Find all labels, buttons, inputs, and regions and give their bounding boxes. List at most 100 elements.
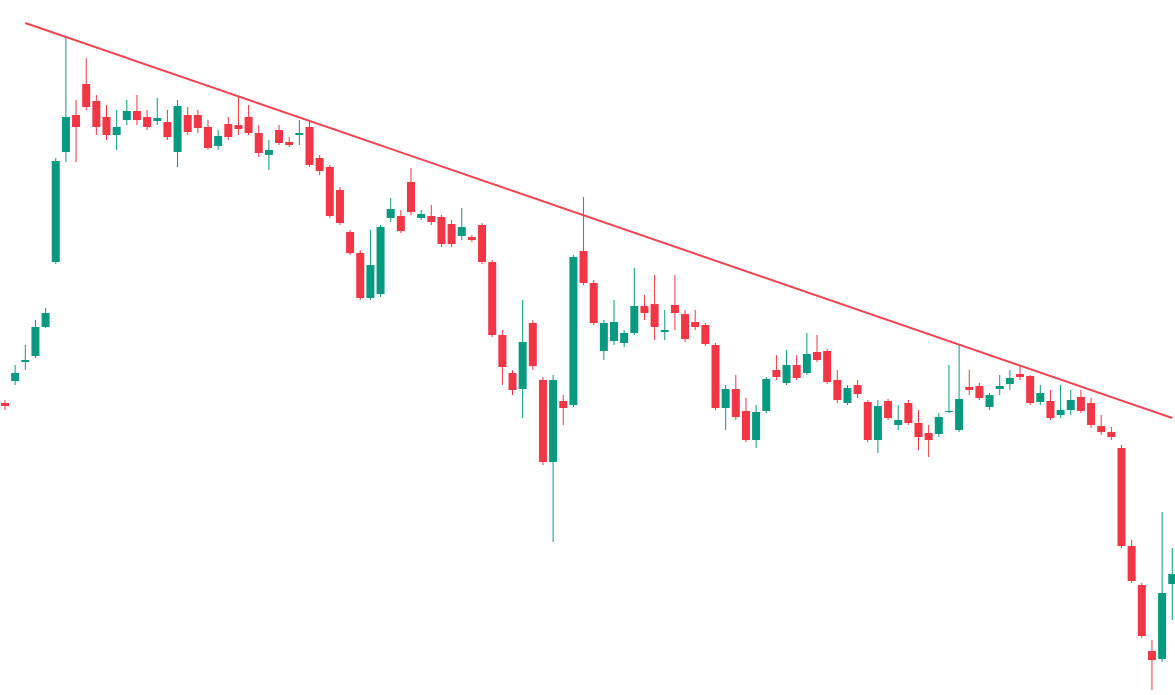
candle-body [528,323,537,366]
candle-body [1097,426,1106,432]
candle-body [813,352,821,360]
candle-body [670,305,679,313]
candle-body [498,335,507,367]
candle-body [173,106,182,152]
candle-body [132,111,141,120]
candle-body [559,401,568,408]
candle-body [701,325,710,344]
candle-body [924,433,933,440]
candle-body [224,124,233,137]
candle-body [31,327,40,356]
candle-body [1117,448,1126,546]
candle-body [163,122,172,137]
candle-body [863,402,872,440]
candle-body [1046,401,1055,418]
candle-body [853,385,862,394]
candle-body [315,158,324,171]
candle-body [1005,378,1014,384]
candle-body [752,412,761,440]
candle-body [549,380,558,462]
candle-body [417,214,426,218]
candle-body [122,111,131,120]
candle-body [478,225,487,262]
candle-body [1127,546,1136,581]
candle-body [1,403,9,406]
candle-body [914,423,923,437]
candle-body [681,314,690,339]
candle-body [61,117,70,152]
candle-body [275,130,284,143]
candle-body [386,209,395,218]
candle-body [782,365,791,383]
candle-body [579,251,588,283]
candle-body [264,150,273,155]
candle-body [447,224,456,244]
candle-body [894,420,903,425]
candle-body [11,373,20,381]
candle-body [82,84,91,107]
candle-body [985,395,994,407]
candle-body [508,373,517,390]
candle-body [640,306,649,313]
candle-body [843,388,852,403]
candle-body [437,217,446,244]
candle-body [833,380,842,400]
candle-body [153,118,162,121]
candle-body [1137,585,1146,636]
candle-body [234,125,243,129]
candle-body [965,387,974,390]
candle-body [762,379,771,411]
candle-body [325,167,334,216]
candle-body [538,380,547,462]
candle-body [396,216,405,231]
candle-body [112,127,121,135]
candle-body [193,115,202,128]
candle-body [285,142,294,145]
candle-body [955,399,964,430]
candle-body [1036,393,1045,402]
candle-body [488,262,497,335]
candle-body [335,190,344,223]
candle-body [660,330,669,332]
candle-body [630,306,639,333]
candle-body [204,127,212,148]
candle-body [589,283,598,323]
candle-body [1158,593,1167,659]
candle-body [691,322,700,327]
candle-body [1087,403,1096,425]
trend-line [24,22,1173,419]
candle-body [620,333,629,343]
candle-body [376,227,385,294]
candle-body [995,386,1004,389]
candle-body [92,101,101,127]
candle-body [802,354,811,373]
candle-body [346,232,355,253]
candle-body [731,389,740,417]
candle-body [1066,400,1075,410]
candle-body [1026,376,1035,403]
candle-body [1168,574,1175,584]
candle-body [41,313,50,327]
candle-body [569,257,578,405]
candle-body [183,115,192,132]
candle-body [366,265,375,298]
candle-body [934,417,943,434]
candle-body [599,323,608,351]
candle-body [944,411,953,412]
candle-body [904,403,913,423]
candle-body [1016,374,1024,377]
candle-body [823,351,832,382]
candle-body [51,161,60,262]
candle-body [711,345,720,408]
candle-body [1076,397,1085,411]
candle-body [772,370,781,377]
candle-body [21,360,30,362]
candle-body [741,411,750,440]
candle-body [72,115,81,127]
candle-body [143,117,152,127]
candle-body [1056,410,1065,415]
candle-body [102,117,111,135]
candle-body [884,401,893,418]
